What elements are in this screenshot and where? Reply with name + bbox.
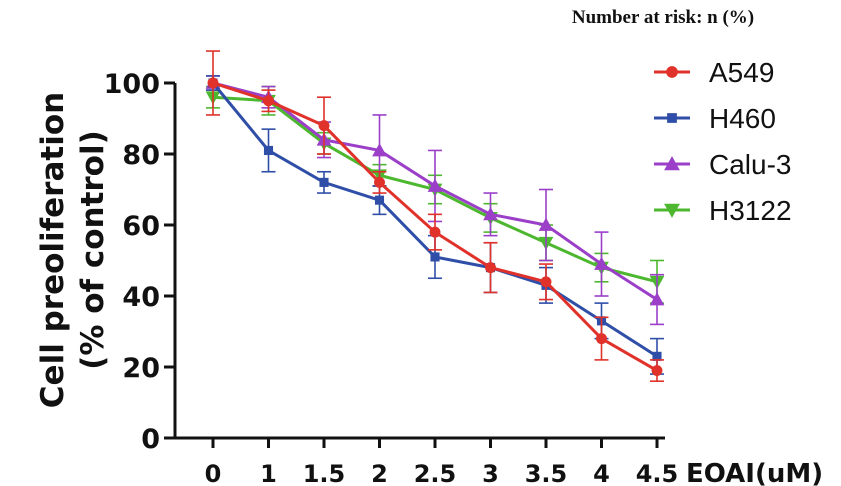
y-tick-label: 20 bbox=[122, 353, 160, 384]
legend-label: H3122 bbox=[709, 195, 792, 226]
data-point bbox=[430, 252, 440, 262]
legend-item: Calu-3 bbox=[654, 149, 791, 180]
data-point bbox=[263, 95, 274, 107]
x-ticks: 0 1 1.5 2 2.5 3 3.5 4 4.5 bbox=[205, 438, 679, 486]
data-point bbox=[594, 256, 609, 270]
data-point bbox=[318, 120, 330, 132]
y-axis-label-line1: Cell preoliferation bbox=[35, 92, 71, 408]
data-point bbox=[483, 207, 498, 221]
y-axis-label-line2: (% of control) bbox=[75, 130, 111, 370]
x-tick-label: 1.5 bbox=[303, 460, 346, 486]
data-point bbox=[596, 333, 607, 345]
legend: A549 H460 Calu-3 H3122 bbox=[654, 57, 792, 226]
x-tick-label: 2.5 bbox=[414, 460, 457, 486]
y-tick-label: 100 bbox=[104, 69, 160, 100]
x-tick-label: 4 bbox=[593, 460, 610, 486]
legend-label: A549 bbox=[709, 57, 774, 88]
data-point bbox=[263, 145, 274, 155]
data-point bbox=[372, 143, 387, 157]
data-point bbox=[429, 226, 441, 238]
y-ticks: 0 20 40 60 80 100 bbox=[104, 69, 175, 455]
x-tick-label: 1 bbox=[260, 460, 277, 486]
series-group bbox=[205, 50, 665, 383]
data-point bbox=[374, 195, 385, 205]
x-tick-label: 0 bbox=[205, 460, 222, 486]
x-axis-label: EOAI(uM) bbox=[686, 459, 823, 486]
y-tick-label: 40 bbox=[122, 282, 160, 313]
data-point bbox=[319, 177, 329, 187]
legend-marker bbox=[666, 66, 678, 78]
legend-item: A549 bbox=[654, 57, 774, 88]
legend-marker bbox=[667, 113, 677, 123]
x-tick-label: 3.5 bbox=[525, 460, 568, 486]
axes bbox=[173, 83, 665, 440]
x-tick-label: 4.5 bbox=[636, 460, 679, 486]
data-point bbox=[207, 77, 219, 89]
y-tick-label: 0 bbox=[141, 424, 160, 455]
data-point bbox=[652, 351, 662, 361]
legend-marker bbox=[664, 156, 680, 171]
x-tick-label: 2 bbox=[371, 460, 388, 486]
x-tick-label: 3 bbox=[482, 460, 499, 486]
legend-label: Calu-3 bbox=[709, 149, 791, 180]
y-tick-label: 60 bbox=[122, 211, 160, 242]
data-point bbox=[649, 292, 665, 306]
legend-marker bbox=[664, 203, 680, 218]
legend-item: H3122 bbox=[654, 195, 792, 226]
risk-note: Number at risk: n (%) bbox=[572, 7, 754, 28]
y-tick-label: 80 bbox=[122, 140, 160, 171]
data-point bbox=[427, 178, 443, 192]
data-point bbox=[485, 262, 496, 274]
series-a549 bbox=[206, 50, 664, 383]
data-point bbox=[538, 217, 554, 231]
legend-label: H460 bbox=[709, 103, 776, 134]
series-h460 bbox=[206, 75, 664, 375]
data-point bbox=[540, 276, 552, 288]
data-point bbox=[374, 176, 385, 188]
series-calu-3 bbox=[205, 75, 665, 326]
legend-item: H460 bbox=[654, 103, 776, 134]
data-point bbox=[651, 365, 663, 377]
